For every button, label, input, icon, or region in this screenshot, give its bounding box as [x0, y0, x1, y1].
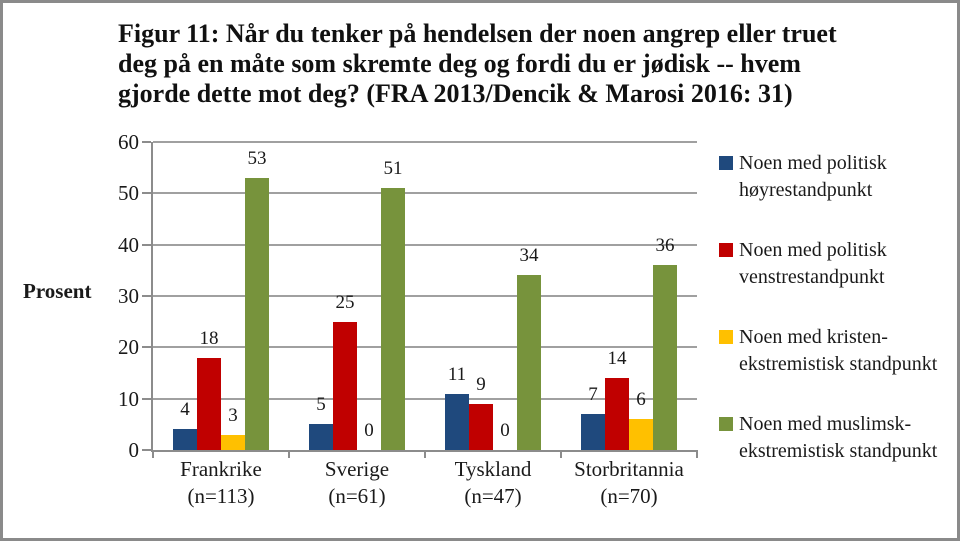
bar-value-label: 25 [335, 291, 355, 313]
gridline [153, 397, 697, 400]
category-name: Tyskland [454, 457, 532, 481]
legend-item: Noen med politisk høyrestandpunkt [719, 150, 954, 204]
bar [445, 393, 469, 450]
x-axis-tick [560, 450, 562, 458]
bar-value-label: 0 [500, 420, 510, 441]
category-n-label: (n=61) [328, 484, 386, 508]
plot-area: 0 10 20 30 40 50 60 4 18 3 53 Frankrike (n=113) 5 25 0 5… [118, 130, 698, 508]
legend-label-line: Noen med politisk [739, 152, 887, 174]
x-axis-tick [696, 450, 698, 458]
legend-label: Noen med politisk venstrestandpunkt [739, 237, 887, 291]
gridline [153, 346, 697, 349]
y-axis-tick [142, 449, 151, 451]
bar [309, 424, 333, 450]
legend-swatch [719, 330, 733, 344]
bar-value-label: 51 [383, 158, 403, 180]
bar [245, 177, 269, 450]
bar-value-label: 4 [180, 399, 190, 421]
legend: Noen med politisk høyrestandpunkt Noen med… [719, 150, 954, 498]
legend-label-line: ekstremistisk standpunkt [739, 440, 938, 462]
legend-swatch [719, 156, 733, 170]
bar-value-label: 5 [316, 394, 326, 416]
legend-label: Noen med muslimsk-ekstremistisk standpun… [739, 411, 937, 465]
bar [629, 419, 653, 450]
bar [381, 188, 405, 450]
x-axis-tick [424, 450, 426, 458]
y-axis-tick-label: 50 [118, 181, 139, 206]
y-axis-tick [142, 346, 151, 349]
y-axis-tick [142, 192, 151, 195]
legend-label: Noen med kristen-ekstremistisk standpunk… [739, 324, 937, 378]
bar-value-label: 7 [588, 384, 598, 406]
bar-value-label: 6 [636, 389, 646, 411]
category-n-label: (n=47) [464, 484, 522, 508]
legend-label-line: ekstremistisk standpunkt [739, 353, 938, 375]
y-axis-tick-label: 30 [118, 284, 139, 308]
figure-title-line-2: deg på en måte som skremte deg og fordi … [118, 49, 801, 78]
legend-item: Noen med muslimsk-ekstremistisk standpun… [719, 411, 954, 465]
y-axis-tick [142, 141, 151, 143]
bar-value-label: 36 [655, 235, 675, 257]
legend-label-line: venstrestandpunkt [739, 266, 885, 288]
bar [173, 429, 197, 450]
category-n-label: (n=113) [187, 484, 255, 508]
y-axis-title: Prosent [23, 279, 92, 303]
bar-value-label: 9 [476, 373, 486, 395]
legend-item: Noen med kristen-ekstremistisk standpunk… [719, 324, 954, 378]
figure-title-line-3: gjorde dette mot deg? (FRA 2013/Dencik &… [118, 79, 793, 108]
legend-label-line: Noen med kristen- [739, 326, 888, 348]
y-axis-tick-label: 10 [118, 386, 139, 411]
legend-label-line: Noen med politisk [739, 239, 887, 261]
y-axis-tick-label: 20 [118, 335, 139, 360]
legend-label: Noen med politisk høyrestandpunkt [739, 150, 887, 204]
category-n-label: (n=70) [600, 484, 658, 508]
legend-label-line: Noen med muslimsk- [739, 413, 912, 435]
y-axis-tick-label: 60 [118, 130, 139, 154]
gridline [153, 192, 697, 195]
legend-swatch [719, 417, 733, 431]
bar [469, 403, 493, 450]
y-axis-tick [142, 397, 151, 400]
y-axis-tick [142, 243, 151, 246]
x-axis-tick [288, 450, 290, 458]
bar-value-label: 0 [364, 420, 374, 441]
gridline [153, 141, 697, 143]
y-axis-tick [142, 295, 151, 297]
x-axis-tick [152, 450, 154, 458]
bar-value-label: 14 [607, 348, 627, 370]
category-name: Sverige [324, 457, 390, 481]
category-name: Storbritannia [574, 457, 684, 481]
x-axis-category-label: Frankrike (n=113) [153, 456, 289, 510]
bar [221, 434, 245, 450]
category-name: Frankrike [180, 457, 262, 481]
bar [517, 275, 541, 450]
y-axis-tick-label: 0 [128, 438, 140, 462]
y-axis-tick-label: 40 [118, 232, 139, 257]
bar-value-label: 34 [519, 245, 539, 267]
bar [653, 265, 677, 450]
legend-swatch [719, 243, 733, 257]
bar-value-label: 11 [447, 363, 467, 385]
legend-item: Noen med politisk venstrestandpunkt [719, 237, 954, 291]
gridline [153, 295, 697, 297]
bar [333, 321, 357, 450]
figure-title-line-1: Figur 11: Når du tenker på hendelsen der… [118, 19, 837, 48]
x-axis-category-label: Tyskland (n=47) [425, 456, 561, 510]
bar-value-label: 53 [247, 147, 267, 169]
legend-label-line: høyrestandpunkt [739, 179, 873, 201]
bar [581, 414, 605, 450]
bar-value-label: 18 [199, 327, 219, 349]
bar [197, 357, 221, 450]
figure-title: Figur 11: Når du tenker på hendelsen der… [118, 19, 898, 109]
bar-value-label: 3 [228, 404, 238, 426]
bar [605, 378, 629, 450]
x-axis-category-label: Storbritannia (n=70) [561, 456, 697, 510]
gridline [153, 243, 697, 246]
x-axis-category-label: Sverige (n=61) [289, 456, 425, 510]
